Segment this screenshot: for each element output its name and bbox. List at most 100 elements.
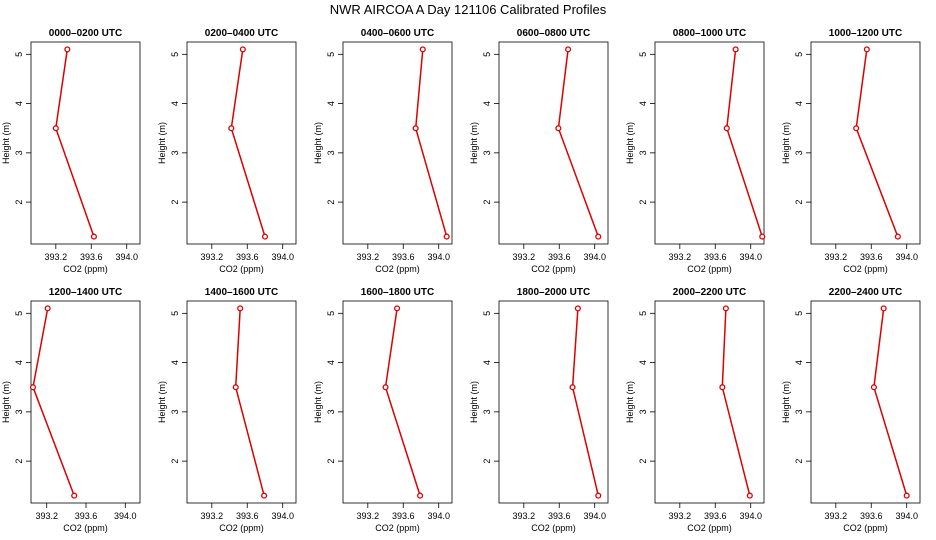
- data-point: [232, 384, 239, 391]
- x-tick-label: 393.6: [860, 511, 883, 521]
- y-tick-label: 3: [170, 409, 180, 414]
- x-axis-label: CO2 (ppm): [531, 523, 576, 533]
- y-tick-label: 5: [14, 311, 24, 316]
- series-line: [721, 308, 751, 496]
- data-point: [595, 492, 602, 499]
- x-tick-label: 393.6: [548, 252, 571, 262]
- data-point: [595, 233, 602, 240]
- y-axis-label: Height (m): [781, 381, 791, 423]
- y-tick-label: 4: [638, 360, 648, 365]
- y-tick-label: 4: [482, 101, 492, 106]
- y-tick-label: 2: [794, 459, 804, 464]
- data-point: [732, 46, 739, 53]
- x-axis-label: CO2 (ppm): [375, 264, 420, 274]
- data-point: [64, 46, 71, 53]
- plot-frame: [342, 41, 453, 245]
- y-tick-label: 4: [326, 360, 336, 365]
- x-tick-label: 394.0: [583, 252, 606, 262]
- x-axis-label: CO2 (ppm): [843, 523, 888, 533]
- x-tick-label: 394.0: [115, 252, 138, 262]
- y-axis-label: Height (m): [469, 381, 479, 423]
- panel-title: 0800–1000 UTC: [673, 28, 746, 39]
- x-tick-label: 393.6: [860, 252, 883, 262]
- data-point: [239, 46, 246, 53]
- page-title: NWR AIRCOA A Day 121106 Calibrated Profi…: [329, 2, 607, 17]
- panel-title: 2000–2200 UTC: [673, 287, 746, 298]
- x-tick-label: 393.2: [825, 252, 848, 262]
- series-line: [414, 49, 448, 237]
- y-tick-label: 3: [794, 150, 804, 155]
- x-tick-label: 394.0: [583, 511, 606, 521]
- x-tick-label: 393.6: [392, 252, 415, 262]
- data-point: [90, 233, 97, 240]
- x-tick-label: 394.0: [895, 511, 918, 521]
- x-axis-label: CO2 (ppm): [531, 264, 576, 274]
- y-tick-label: 3: [638, 150, 648, 155]
- x-tick-label: 393.2: [513, 511, 536, 521]
- x-axis-label: CO2 (ppm): [63, 264, 108, 274]
- data-point: [723, 125, 730, 132]
- data-point: [853, 125, 860, 132]
- x-tick-label: 393.6: [236, 252, 259, 262]
- series-line: [855, 49, 899, 237]
- y-tick-label: 3: [14, 409, 24, 414]
- data-point: [419, 46, 426, 53]
- y-axis-label: Height (m): [1, 122, 11, 164]
- data-point: [903, 492, 910, 499]
- y-tick-label: 4: [14, 360, 24, 365]
- y-tick-label: 4: [170, 360, 180, 365]
- y-tick-label: 2: [638, 459, 648, 464]
- y-tick-label: 4: [326, 101, 336, 106]
- plot-frame: [30, 300, 141, 504]
- data-point: [880, 305, 887, 312]
- x-tick-label: 393.2: [45, 252, 68, 262]
- x-tick-label: 394.0: [427, 252, 450, 262]
- data-point: [228, 125, 235, 132]
- data-point: [394, 305, 401, 312]
- panel-title: 1800–2000 UTC: [517, 287, 590, 298]
- y-tick-label: 2: [170, 459, 180, 464]
- data-point: [759, 233, 766, 240]
- y-tick-label: 5: [170, 52, 180, 57]
- data-point: [412, 125, 419, 132]
- y-tick-label: 2: [326, 200, 336, 205]
- x-tick-label: 394.0: [271, 511, 294, 521]
- y-tick-label: 3: [482, 409, 492, 414]
- y-tick-label: 3: [326, 150, 336, 155]
- panel-title: 2200–2400 UTC: [829, 287, 902, 298]
- x-axis-label: CO2 (ppm): [375, 523, 420, 533]
- y-tick-label: 5: [14, 52, 24, 57]
- x-axis-label: CO2 (ppm): [687, 523, 732, 533]
- data-point: [382, 384, 389, 391]
- plot-frame: [654, 300, 765, 504]
- y-tick-label: 4: [794, 360, 804, 365]
- y-tick-label: 2: [14, 459, 24, 464]
- y-axis-label: Height (m): [157, 381, 167, 423]
- x-tick-label: 394.0: [895, 252, 918, 262]
- plot-frame: [498, 41, 609, 245]
- y-tick-label: 3: [638, 409, 648, 414]
- data-point: [44, 305, 51, 312]
- x-tick-label: 393.6: [704, 252, 727, 262]
- y-axis-label: Height (m): [1, 381, 11, 423]
- y-tick-label: 3: [482, 150, 492, 155]
- panel-title: 0200–0400 UTC: [205, 28, 278, 39]
- data-point: [237, 305, 244, 312]
- data-point: [894, 233, 901, 240]
- y-tick-label: 4: [482, 360, 492, 365]
- series-line: [234, 308, 265, 496]
- y-tick-label: 4: [638, 101, 648, 106]
- data-point: [261, 492, 268, 499]
- x-tick-label: 393.2: [825, 511, 848, 521]
- series-line: [873, 308, 908, 496]
- x-tick-label: 393.2: [669, 252, 692, 262]
- y-tick-label: 5: [326, 52, 336, 57]
- series-line: [32, 308, 75, 496]
- y-tick-label: 3: [794, 409, 804, 414]
- series-line: [384, 308, 421, 496]
- x-axis-label: CO2 (ppm): [63, 523, 108, 533]
- data-point: [746, 492, 753, 499]
- data-point: [71, 492, 78, 499]
- y-tick-label: 3: [14, 150, 24, 155]
- y-axis-label: Height (m): [625, 381, 635, 423]
